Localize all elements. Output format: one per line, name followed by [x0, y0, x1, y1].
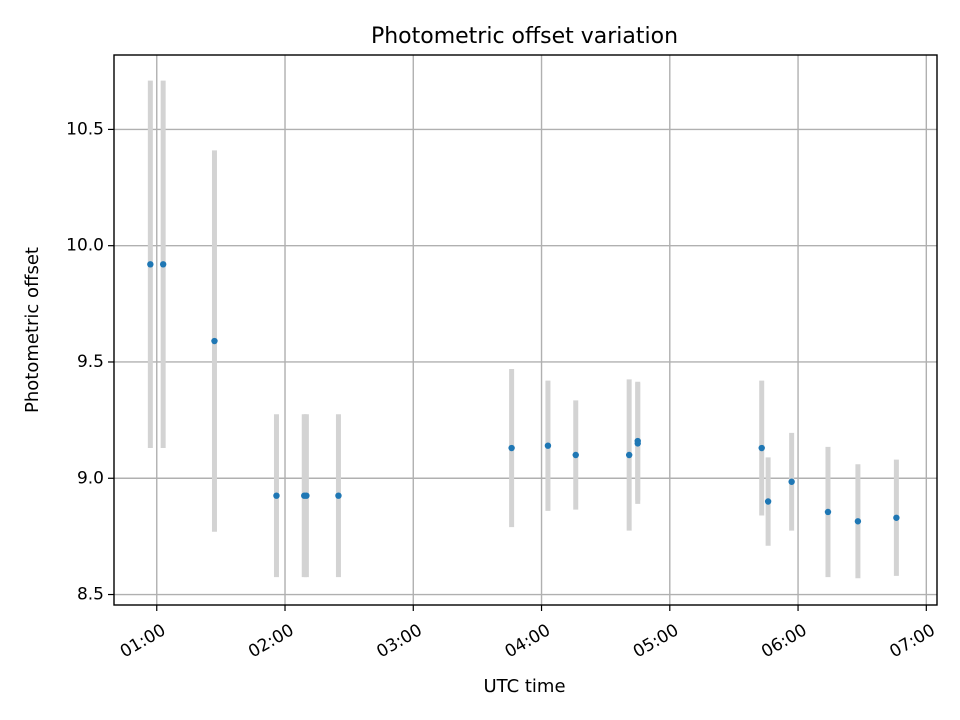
- y-tick-label: 8.5: [77, 585, 104, 605]
- data-point: [764, 498, 772, 505]
- data-points: [147, 261, 900, 525]
- x-tick-label: 04:00: [502, 620, 554, 662]
- data-point: [159, 261, 167, 268]
- data-point: [508, 444, 515, 452]
- data-point: [854, 518, 862, 525]
- x-tick-label: 05:00: [630, 620, 682, 662]
- data-point: [824, 508, 832, 516]
- chart-title: Photometric offset variation: [371, 24, 678, 49]
- error-bars: [147, 80, 899, 579]
- y-tick-label: 10.5: [66, 119, 104, 139]
- x-tick-label: 03:00: [373, 620, 425, 662]
- plot-frame: [113, 54, 938, 606]
- data-point: [303, 492, 310, 499]
- x-tick-label: 07:00: [886, 620, 938, 662]
- y-tick-label: 9.0: [77, 468, 104, 488]
- data-point: [625, 451, 633, 459]
- y-axis-label: Photometric offset: [22, 247, 43, 413]
- data-point: [147, 261, 154, 268]
- data-point: [893, 514, 900, 521]
- x-tick-label: 06:00: [758, 620, 810, 662]
- data-point: [758, 444, 765, 452]
- y-axis-ticks: 8.5 9.0 9.5 10.0 10.5: [66, 119, 114, 605]
- x-tick-label: 02:00: [245, 620, 297, 662]
- data-point: [211, 337, 218, 345]
- x-tick-label: 01:00: [117, 620, 169, 662]
- grid: [114, 55, 937, 605]
- data-point: [572, 451, 579, 459]
- x-axis-ticks: 01:00 02:00 03:00 04:00 05:00 06:00 07:00: [117, 605, 939, 662]
- x-axis-label: UTC time: [483, 676, 565, 697]
- data-point: [634, 440, 641, 447]
- data-point: [335, 492, 342, 499]
- y-tick-label: 9.5: [77, 352, 104, 372]
- data-point: [544, 442, 552, 449]
- y-tick-label: 10.0: [66, 236, 104, 256]
- data-point: [788, 478, 795, 485]
- data-point: [273, 492, 280, 499]
